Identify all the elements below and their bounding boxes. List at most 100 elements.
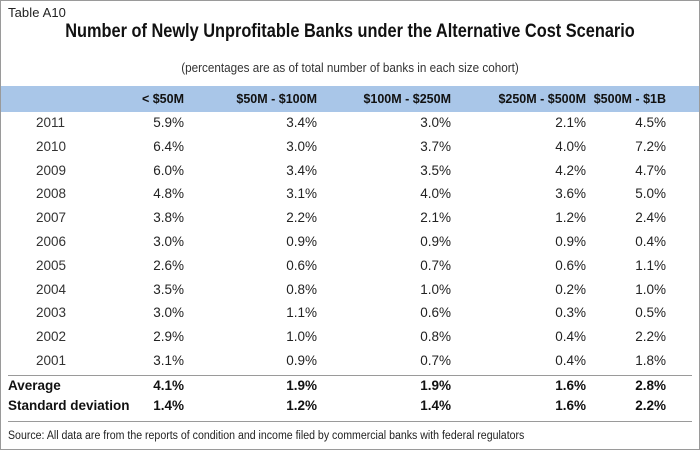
summary-cell: 2.8% bbox=[635, 378, 666, 393]
summary-cell: 1.9% bbox=[286, 378, 317, 393]
summary-divider bbox=[8, 375, 692, 376]
table-row: 2003 3.0% 1.1% 0.6% 0.3% 0.5% bbox=[0, 305, 700, 329]
row-year: 2001 bbox=[36, 353, 67, 368]
summary-cell: 1.9% bbox=[420, 378, 451, 393]
table-row: 2004 3.5% 0.8% 1.0% 0.2% 1.0% bbox=[0, 282, 700, 306]
table-cell: 3.8% bbox=[153, 210, 184, 226]
summary-cell: 1.2% bbox=[286, 398, 317, 413]
row-year: 2004 bbox=[36, 281, 67, 297]
table-cell: 1.0% bbox=[635, 281, 666, 297]
table-cell: 4.0% bbox=[420, 186, 451, 202]
table-cell: 3.5% bbox=[153, 281, 184, 297]
table-label: Table A10 bbox=[8, 5, 67, 20]
table-cell: 0.4% bbox=[555, 329, 586, 345]
table-cell: 1.1% bbox=[635, 257, 666, 273]
table-cell: 0.4% bbox=[635, 234, 666, 249]
table-cell: 4.8% bbox=[153, 186, 184, 202]
summary-cell: 2.2% bbox=[635, 398, 666, 413]
table-cell: 4.2% bbox=[555, 162, 586, 178]
column-header-1: $50M - $100M bbox=[236, 92, 317, 106]
table-cell: 0.7% bbox=[420, 257, 451, 273]
table-row: 2011 5.9% 3.4% 3.0% 2.1% 4.5% bbox=[0, 115, 700, 139]
table-cell: 3.1% bbox=[286, 186, 317, 202]
summary-cell: 1.6% bbox=[555, 398, 586, 413]
table-cell: 0.7% bbox=[420, 353, 451, 368]
table-cell: 1.0% bbox=[420, 281, 451, 297]
table-cell: 3.4% bbox=[286, 162, 317, 178]
summary-cell: 1.4% bbox=[153, 398, 184, 413]
table-row: 2007 3.8% 2.2% 2.1% 1.2% 2.4% bbox=[0, 210, 700, 234]
row-year: 2002 bbox=[36, 329, 67, 345]
source-note: Source: All data are from the reports of… bbox=[8, 430, 525, 442]
table-cell: 0.9% bbox=[286, 353, 317, 368]
table-cell: 6.4% bbox=[153, 138, 184, 154]
summary-row: Average 4.1% 1.9% 1.9% 1.6% 2.8% bbox=[0, 378, 700, 402]
table-cell: 0.6% bbox=[420, 305, 451, 321]
table-cell: 2.4% bbox=[635, 210, 666, 226]
table-cell: 3.0% bbox=[420, 115, 451, 130]
table-cell: 0.2% bbox=[555, 281, 586, 297]
table-cell: 3.6% bbox=[555, 186, 586, 202]
column-header-0: < $50M bbox=[141, 92, 184, 106]
table-cell: 0.9% bbox=[555, 234, 586, 249]
row-year: 2006 bbox=[36, 234, 67, 249]
summary-label: Average bbox=[8, 378, 61, 393]
table-cell: 4.7% bbox=[635, 162, 666, 178]
summary-cell: 4.1% bbox=[153, 378, 184, 393]
table-cell: 1.0% bbox=[286, 329, 317, 345]
table-cell: 7.2% bbox=[635, 138, 666, 154]
table-row: 2010 6.4% 3.0% 3.7% 4.0% 7.2% bbox=[0, 139, 700, 163]
table-row: 2005 2.6% 0.6% 0.7% 0.6% 1.1% bbox=[0, 258, 700, 282]
source-divider bbox=[8, 421, 692, 422]
row-year: 2008 bbox=[36, 186, 67, 202]
table-cell: 3.0% bbox=[286, 138, 317, 154]
table-row: 2002 2.9% 1.0% 0.8% 0.4% 2.2% bbox=[0, 329, 700, 353]
table-cell: 3.7% bbox=[420, 138, 451, 154]
table-cell: 2.6% bbox=[153, 257, 184, 273]
table-cell: 0.8% bbox=[286, 281, 317, 297]
summary-label: Standard deviation bbox=[8, 398, 130, 413]
table-cell: 2.2% bbox=[635, 329, 666, 345]
header-band bbox=[1, 86, 699, 112]
table-cell: 4.5% bbox=[635, 115, 666, 130]
table-cell: 0.9% bbox=[286, 234, 317, 249]
summary-cell: 1.4% bbox=[420, 398, 451, 413]
table-cell: 0.5% bbox=[635, 305, 666, 321]
summary-row: Standard deviation 1.4% 1.2% 1.4% 1.6% 2.2% bbox=[0, 398, 700, 422]
table-cell: 1.8% bbox=[635, 353, 666, 368]
table-row: 2009 6.0% 3.4% 3.5% 4.2% 4.7% bbox=[0, 163, 700, 187]
table-cell: 4.0% bbox=[555, 138, 586, 154]
table-cell: 2.1% bbox=[555, 115, 586, 130]
table-cell: 2.9% bbox=[153, 329, 184, 345]
row-year: 2003 bbox=[36, 305, 67, 321]
table-cell: 3.0% bbox=[153, 234, 184, 249]
column-header-3: $250M - $500M bbox=[498, 92, 586, 106]
table-cell: 5.0% bbox=[635, 186, 666, 202]
column-header-4: $500M - $1B bbox=[593, 92, 666, 106]
table-row: 2008 4.8% 3.1% 4.0% 3.6% 5.0% bbox=[0, 186, 700, 210]
row-year: 2010 bbox=[36, 138, 67, 154]
table-cell: 0.3% bbox=[555, 305, 586, 321]
table-cell: 0.4% bbox=[555, 353, 586, 368]
table-cell: 5.9% bbox=[153, 115, 184, 130]
table-cell: 0.9% bbox=[420, 234, 451, 249]
table-cell: 2.2% bbox=[286, 210, 317, 226]
table-cell: 2.1% bbox=[420, 210, 451, 226]
row-year: 2009 bbox=[36, 162, 67, 178]
table-cell: 3.5% bbox=[420, 162, 451, 178]
table-title: Number of Newly Unprofitable Banks under… bbox=[65, 21, 635, 42]
summary-cell: 1.6% bbox=[555, 378, 586, 393]
table-subtitle: (percentages are as of total number of b… bbox=[181, 60, 519, 75]
row-year: 2005 bbox=[36, 257, 67, 273]
table-cell: 1.1% bbox=[286, 305, 317, 321]
table-row: 2001 3.1% 0.9% 0.7% 0.4% 1.8% bbox=[0, 353, 700, 377]
table-cell: 0.6% bbox=[555, 257, 586, 273]
table-cell: 3.4% bbox=[286, 115, 317, 130]
table-cell: 0.6% bbox=[286, 257, 317, 273]
table-cell: 6.0% bbox=[153, 162, 184, 178]
table-cell: 1.2% bbox=[555, 210, 586, 226]
table-cell: 0.8% bbox=[420, 329, 451, 345]
table-cell: 3.1% bbox=[153, 353, 184, 368]
column-header-2: $100M - $250M bbox=[363, 92, 451, 106]
row-year: 2011 bbox=[36, 115, 66, 130]
